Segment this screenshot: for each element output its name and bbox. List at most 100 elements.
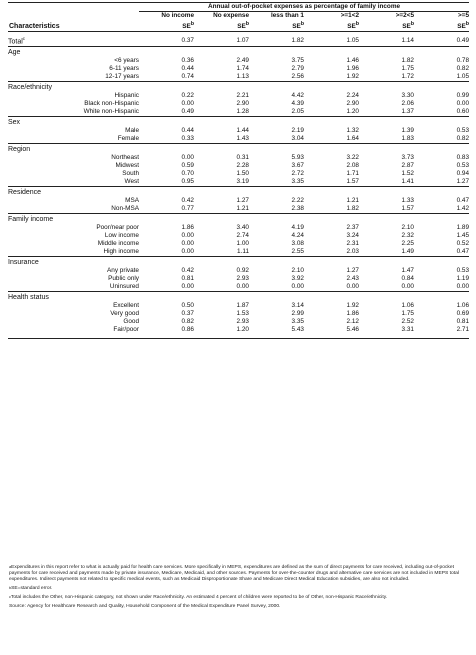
table-body: Totalc 0.37 1.07 1.82 1.05 1.14 0.49 Age… bbox=[8, 32, 470, 340]
section-title: Residence bbox=[8, 189, 42, 197]
cell: 1.82 bbox=[291, 36, 304, 44]
section-separator bbox=[8, 186, 470, 190]
cell: 0.83 bbox=[456, 154, 470, 162]
cell: 1.87 bbox=[236, 302, 249, 310]
row-label: Low income bbox=[104, 232, 139, 240]
cell: 0.47 bbox=[456, 197, 470, 205]
cell: 1.33 bbox=[401, 197, 414, 205]
cell: 0.00 bbox=[181, 248, 194, 256]
cell: 0.00 bbox=[401, 283, 414, 291]
cell: 0.82 bbox=[181, 318, 194, 326]
cell: 0.00 bbox=[346, 283, 359, 291]
cell: 1.50 bbox=[236, 170, 249, 178]
row-label: Northeast bbox=[111, 154, 139, 162]
cell: 2.90 bbox=[236, 100, 249, 108]
cell: 0.50 bbox=[181, 302, 194, 310]
row-label: High income bbox=[103, 248, 139, 256]
cell: 2.43 bbox=[346, 275, 359, 283]
cell: 1.46 bbox=[346, 57, 359, 65]
section-separator bbox=[8, 213, 470, 217]
row-label: Non-MSA bbox=[111, 205, 139, 213]
cell: 0.53 bbox=[456, 127, 470, 135]
table-row: Excellent 0.50 1.87 3.14 1.92 1.06 1.06 bbox=[8, 302, 469, 310]
cell: 1.20 bbox=[236, 326, 249, 334]
cell: 0.70 bbox=[181, 170, 194, 178]
cell: 3.22 bbox=[346, 154, 359, 162]
row-label: Very good bbox=[110, 310, 139, 318]
cell: 1.06 bbox=[401, 302, 414, 310]
section-separator bbox=[8, 143, 470, 147]
section-title: Sex bbox=[8, 119, 21, 127]
table-row: Fair/poor 0.86 1.20 5.43 5.46 3.31 2.71 bbox=[8, 326, 469, 334]
table-row: Poor/near poor 1.86 3.40 4.19 2.37 2.10 1.89 bbox=[8, 224, 469, 232]
cell: 1.57 bbox=[346, 178, 359, 186]
cell: 2.71 bbox=[456, 326, 470, 334]
col-head: >=5 bbox=[458, 12, 470, 19]
col-se: SEb bbox=[347, 21, 359, 31]
cell: 2.37 bbox=[346, 224, 359, 232]
table-row: Good 0.82 2.93 3.35 2.12 2.52 0.81 bbox=[8, 318, 469, 326]
cell: 1.89 bbox=[456, 224, 470, 232]
cell: 0.59 bbox=[181, 162, 194, 170]
section-separator bbox=[8, 116, 470, 120]
col-se: SEb bbox=[182, 21, 194, 31]
table-row: Midwest 0.59 2.28 3.67 2.08 2.87 0.53 bbox=[8, 162, 469, 170]
cell: 2.05 bbox=[291, 108, 304, 116]
cell: 1.82 bbox=[401, 57, 414, 65]
table-row: <6 years 0.36 2.49 3.75 1.46 1.82 0.78 bbox=[8, 57, 469, 65]
col-head: No expense bbox=[213, 12, 249, 19]
cell: 0.00 bbox=[291, 283, 304, 291]
cell: 1.49 bbox=[401, 248, 414, 256]
cell: 0.37 bbox=[181, 36, 194, 44]
total-row: Totalc 0.37 1.07 1.82 1.05 1.14 0.49 bbox=[8, 35, 469, 47]
expenses-table: Annual out-of-pocket expenses as percent… bbox=[8, 2, 470, 340]
cell: 1.43 bbox=[236, 135, 249, 143]
cell: 2.55 bbox=[291, 248, 304, 256]
row-label: Good bbox=[123, 318, 139, 326]
cell: 0.00 bbox=[456, 283, 470, 291]
col-head: >=2<5 bbox=[395, 12, 414, 19]
table-row: Male 0.44 1.44 2.19 1.32 1.39 0.53 bbox=[8, 127, 469, 135]
cell: 2.56 bbox=[291, 73, 304, 81]
cell: 0.00 bbox=[181, 154, 194, 162]
cell: 1.06 bbox=[456, 302, 470, 310]
cell: 0.00 bbox=[181, 283, 194, 291]
cell: 2.22 bbox=[291, 197, 304, 205]
footnote-a: aExpenditures in this report refer to wh… bbox=[9, 565, 459, 583]
cell: 2.93 bbox=[236, 275, 249, 283]
section-header: Race/ethnicity bbox=[8, 84, 469, 92]
cell: 3.92 bbox=[291, 275, 304, 283]
table-row: South 0.70 1.50 2.72 1.71 1.52 0.94 bbox=[8, 170, 469, 178]
cell: 4.42 bbox=[291, 92, 304, 100]
section-title: Family income bbox=[8, 216, 54, 224]
cell: 0.33 bbox=[181, 135, 194, 143]
cell: 1.75 bbox=[401, 65, 414, 73]
cell: 2.52 bbox=[401, 318, 414, 326]
row-label: 6-11 years bbox=[109, 65, 139, 73]
cell: 0.84 bbox=[401, 275, 414, 283]
cell: 3.35 bbox=[291, 318, 304, 326]
cell: 1.92 bbox=[346, 302, 359, 310]
cell: 0.81 bbox=[456, 318, 470, 326]
footnotes: aExpenditures in this report refer to wh… bbox=[9, 565, 467, 614]
cell: 1.86 bbox=[346, 310, 359, 318]
header-title-row: Annual out-of-pocket expenses as percent… bbox=[8, 2, 470, 12]
cell: 2.06 bbox=[401, 100, 414, 108]
cell: 0.86 bbox=[181, 326, 194, 334]
cell: 2.49 bbox=[236, 57, 249, 65]
table-row: Northeast 0.00 0.31 5.93 3.22 3.73 0.83 bbox=[8, 154, 469, 162]
cell: 5.46 bbox=[346, 326, 359, 334]
col-head: >=1<2 bbox=[340, 12, 359, 19]
cell: 3.73 bbox=[401, 154, 414, 162]
section-title: Race/ethnicity bbox=[8, 84, 52, 92]
cell: 0.31 bbox=[236, 154, 249, 162]
cell: 1.75 bbox=[401, 310, 414, 318]
row-label: South bbox=[122, 170, 139, 178]
cell: 1.72 bbox=[401, 73, 414, 81]
cell: 2.87 bbox=[401, 162, 414, 170]
cell: 0.49 bbox=[181, 108, 194, 116]
row-label: Uninsured bbox=[109, 283, 139, 291]
col-head: less than 1 bbox=[270, 12, 304, 19]
row-label: Public only bbox=[108, 275, 139, 283]
